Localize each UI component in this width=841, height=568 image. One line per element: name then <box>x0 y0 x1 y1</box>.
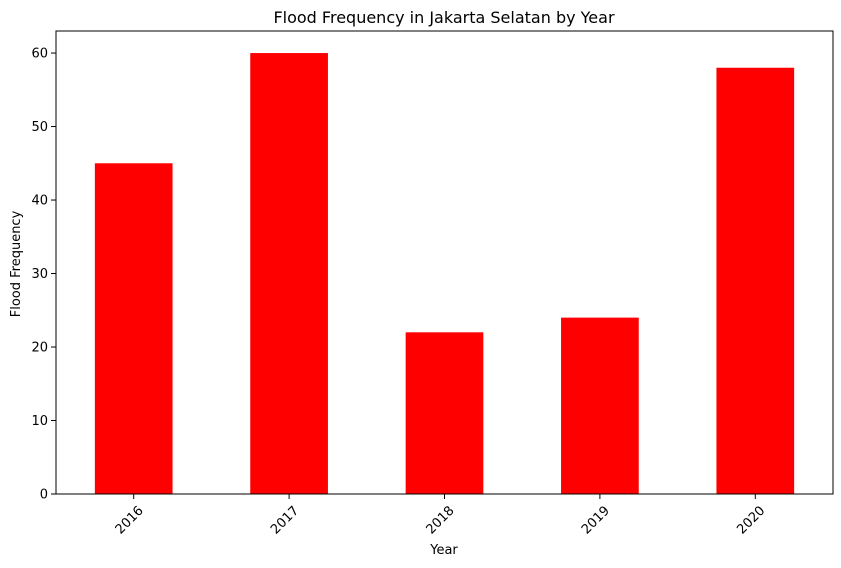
bar-2016 <box>94 163 173 495</box>
chart-title: Flood Frequency in Jakarta Selatan by Ye… <box>273 8 615 27</box>
y-axis-ticks: 0 10 20 30 40 50 60 <box>31 47 56 503</box>
y-tick-label: 20 <box>31 341 48 356</box>
bar-2017 <box>250 53 328 495</box>
x-tick-label: 2016 <box>113 503 147 537</box>
bar-2019 <box>561 317 639 494</box>
bars-group <box>94 53 795 495</box>
y-tick-label: 0 <box>40 488 48 503</box>
x-tick-label: 2017 <box>268 503 302 537</box>
x-axis-label: Year <box>429 543 458 558</box>
y-tick-label: 50 <box>31 120 48 135</box>
x-tick-label: 2018 <box>424 503 458 537</box>
plot-frame <box>55 30 834 495</box>
bar-2020 <box>716 67 795 494</box>
x-tick-label: 2020 <box>734 503 768 537</box>
x-tick-label: 2019 <box>579 503 613 537</box>
y-tick-label: 60 <box>31 47 48 62</box>
y-tick-label: 30 <box>31 267 48 282</box>
y-tick-label: 40 <box>31 194 48 209</box>
x-axis-ticks: 2016 2017 2018 2019 2020 <box>113 494 768 537</box>
bar-2018 <box>405 332 484 494</box>
y-axis-label: Flood Frequency <box>9 210 24 317</box>
y-tick-label: 10 <box>31 414 48 429</box>
